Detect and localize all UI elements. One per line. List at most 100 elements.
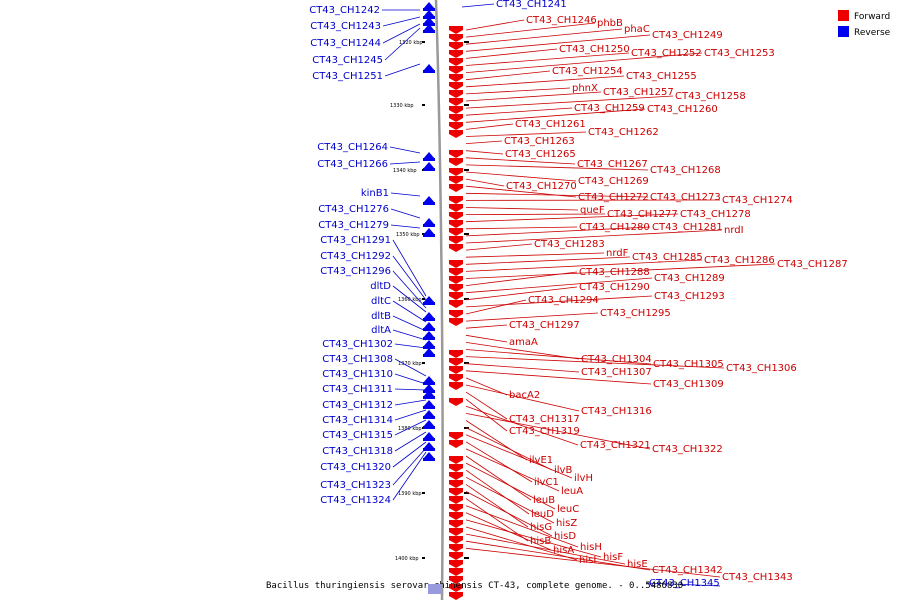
- gene-label-hish[interactable]: hisH: [580, 542, 602, 553]
- gene-label-ct43-ch1243[interactable]: CT43_CH1243: [310, 21, 381, 32]
- gene-label-ct43-ch1296[interactable]: CT43_CH1296: [320, 266, 391, 277]
- gene-label-ct43-ch1280[interactable]: CT43_CH1280: [579, 222, 650, 233]
- gene-label-hisa[interactable]: hisA: [553, 545, 574, 556]
- gene-label-ct43-ch1322[interactable]: CT43_CH1322: [652, 444, 723, 455]
- gene-label-ct43-ch1268[interactable]: CT43_CH1268: [650, 165, 721, 176]
- gene-label-ilvh[interactable]: ilvH: [574, 473, 593, 484]
- gene-label-ct43-ch1319[interactable]: CT43_CH1319: [509, 426, 580, 437]
- gene-label-ct43-ch1246[interactable]: CT43_CH1246: [526, 15, 597, 26]
- gene-label-hisd[interactable]: hisD: [554, 531, 576, 542]
- gene-label-phbb[interactable]: phbB: [597, 18, 623, 29]
- gene-label-hisz[interactable]: hisZ: [556, 518, 577, 529]
- gene-label-ct43-ch1285[interactable]: CT43_CH1285: [632, 252, 703, 263]
- gene-label-leub[interactable]: leuB: [533, 495, 555, 506]
- gene-label-ct43-ch1320[interactable]: CT43_CH1320: [320, 462, 391, 473]
- gene-label-ct43-ch1316[interactable]: CT43_CH1316: [581, 406, 652, 417]
- gene-label-ct43-ch1249[interactable]: CT43_CH1249: [652, 30, 723, 41]
- gene-label-baca2[interactable]: bacA2: [509, 390, 540, 401]
- gene-label-ct43-ch1314[interactable]: CT43_CH1314: [322, 415, 393, 426]
- gene-label-ct43-ch1324[interactable]: CT43_CH1324: [320, 495, 391, 506]
- gene-label-leud[interactable]: leuD: [531, 509, 554, 520]
- gene-label-ct43-ch1302[interactable]: CT43_CH1302: [322, 339, 393, 350]
- gene-label-ct43-ch1295[interactable]: CT43_CH1295: [600, 308, 671, 319]
- gene-label-hise[interactable]: hisE: [627, 559, 648, 570]
- gene-label-quef[interactable]: queF: [580, 205, 605, 216]
- gene-label-ct43-ch1292[interactable]: CT43_CH1292: [320, 251, 391, 262]
- gene-label-ct43-ch1317[interactable]: CT43_CH1317: [509, 414, 580, 425]
- gene-label-ct43-ch1289[interactable]: CT43_CH1289: [654, 273, 725, 284]
- gene-label-ct43-ch1294[interactable]: CT43_CH1294: [528, 295, 599, 306]
- gene-label-ct43-ch1277[interactable]: CT43_CH1277: [607, 209, 678, 220]
- gene-label-ct43-ch1283[interactable]: CT43_CH1283: [534, 239, 605, 250]
- gene-label-ct43-ch1274[interactable]: CT43_CH1274: [722, 195, 793, 206]
- gene-label-ct43-ch1290[interactable]: CT43_CH1290: [579, 282, 650, 293]
- gene-label-ct43-ch1273[interactable]: CT43_CH1273: [650, 192, 721, 203]
- gene-label-ct43-ch1265[interactable]: CT43_CH1265: [505, 149, 576, 160]
- gene-label-ct43-ch1306[interactable]: CT43_CH1306: [726, 363, 797, 374]
- gene-label-ct43-ch1318[interactable]: CT43_CH1318: [322, 446, 393, 457]
- gene-label-nrdi[interactable]: nrdI: [724, 225, 744, 236]
- gene-label-ct43-ch1343[interactable]: CT43_CH1343: [722, 572, 793, 583]
- gene-label-ct43-ch1255[interactable]: CT43_CH1255: [626, 71, 697, 82]
- gene-label-ct43-ch1323[interactable]: CT43_CH1323: [320, 480, 391, 491]
- gene-label-ct43-ch1253[interactable]: CT43_CH1253: [704, 48, 775, 59]
- gene-label-dltc[interactable]: dltC: [371, 296, 391, 307]
- gene-label-hisf[interactable]: hisF: [603, 552, 623, 563]
- gene-label-ct43-ch1269[interactable]: CT43_CH1269: [578, 176, 649, 187]
- gene-label-ct43-ch1242[interactable]: CT43_CH1242: [309, 5, 380, 16]
- gene-label-ct43-ch1263[interactable]: CT43_CH1263: [504, 136, 575, 147]
- gene-label-dltd[interactable]: dltD: [370, 281, 391, 292]
- gene-label-ct43-ch1254[interactable]: CT43_CH1254: [552, 66, 623, 77]
- gene-label-ct43-ch1288[interactable]: CT43_CH1288: [579, 267, 650, 278]
- gene-label-ct43-ch1251[interactable]: CT43_CH1251: [312, 71, 383, 82]
- gene-label-ilvc1[interactable]: ilvC1: [534, 477, 559, 488]
- gene-label-ct43-ch1281[interactable]: CT43_CH1281: [652, 222, 723, 233]
- gene-label-ct43-ch1245[interactable]: CT43_CH1245: [312, 55, 383, 66]
- gene-label-ct43-ch1241[interactable]: CT43_CH1241: [496, 0, 567, 10]
- gene-label-ct43-ch1286[interactable]: CT43_CH1286: [704, 255, 775, 266]
- gene-label-ct43-ch1258[interactable]: CT43_CH1258: [675, 91, 746, 102]
- gene-label-ct43-ch1266[interactable]: CT43_CH1266: [317, 159, 388, 170]
- gene-label-ilvb[interactable]: ilvB: [554, 465, 572, 476]
- gene-label-ct43-ch1309[interactable]: CT43_CH1309: [653, 379, 724, 390]
- gene-label-ct43-ch1244[interactable]: CT43_CH1244: [310, 38, 381, 49]
- gene-label-dltb[interactable]: dltB: [371, 311, 391, 322]
- gene-label-ilve1[interactable]: ilvE1: [529, 455, 553, 466]
- gene-label-ct43-ch1272[interactable]: CT43_CH1272: [578, 192, 649, 203]
- gene-label-ct43-ch1291[interactable]: CT43_CH1291: [320, 235, 391, 246]
- gene-label-ct43-ch1252[interactable]: CT43_CH1252: [631, 48, 702, 59]
- gene-label-ct43-ch1267[interactable]: CT43_CH1267: [577, 159, 648, 170]
- gene-label-ct43-ch1321[interactable]: CT43_CH1321: [580, 440, 651, 451]
- gene-label-ct43-ch1264[interactable]: CT43_CH1264: [317, 142, 388, 153]
- gene-label-leuc[interactable]: leuC: [557, 504, 579, 515]
- gene-label-ct43-ch1310[interactable]: CT43_CH1310: [322, 369, 393, 380]
- gene-label-hisb[interactable]: hisB: [530, 536, 551, 547]
- gene-label-amaa[interactable]: amaA: [509, 337, 538, 348]
- gene-label-ct43-ch1307[interactable]: CT43_CH1307: [581, 367, 652, 378]
- gene-label-ct43-ch1308[interactable]: CT43_CH1308: [322, 354, 393, 365]
- gene-label-ct43-ch1260[interactable]: CT43_CH1260: [647, 104, 718, 115]
- gene-label-ct43-ch1311[interactable]: CT43_CH1311: [322, 384, 393, 395]
- gene-label-ct43-ch1305[interactable]: CT43_CH1305: [653, 359, 724, 370]
- gene-label-ct43-ch1297[interactable]: CT43_CH1297: [509, 320, 580, 331]
- gene-label-leua[interactable]: leuA: [561, 486, 583, 497]
- gene-label-ct43-ch1287[interactable]: CT43_CH1287: [777, 259, 848, 270]
- gene-label-ct43-ch1293[interactable]: CT43_CH1293: [654, 291, 725, 302]
- gene-label-nrdf[interactable]: nrdF: [606, 248, 629, 259]
- gene-label-ct43-ch1250[interactable]: CT43_CH1250: [559, 44, 630, 55]
- gene-label-ct43-ch1257[interactable]: CT43_CH1257: [603, 87, 674, 98]
- gene-label-ct43-ch1345[interactable]: CT43_CH1345: [649, 578, 720, 589]
- gene-label-ct43-ch1262[interactable]: CT43_CH1262: [588, 127, 659, 138]
- gene-label-ct43-ch1261[interactable]: CT43_CH1261: [515, 119, 586, 130]
- gene-label-ct43-ch1278[interactable]: CT43_CH1278: [680, 209, 751, 220]
- gene-label-ct43-ch1270[interactable]: CT43_CH1270: [506, 181, 577, 192]
- gene-label-phnx[interactable]: phnX: [572, 83, 598, 94]
- gene-label-ct43-ch1315[interactable]: CT43_CH1315: [322, 430, 393, 441]
- gene-label-ct43-ch1259[interactable]: CT43_CH1259: [574, 103, 645, 114]
- gene-label-kinb1[interactable]: kinB1: [361, 188, 389, 199]
- gene-label-ct43-ch1312[interactable]: CT43_CH1312: [322, 400, 393, 411]
- gene-label-hisg[interactable]: hisG: [530, 522, 552, 533]
- gene-label-ct43-ch1342[interactable]: CT43_CH1342: [652, 565, 723, 576]
- gene-label-phac[interactable]: phaC: [624, 24, 650, 35]
- gene-label-ct43-ch1276[interactable]: CT43_CH1276: [318, 204, 389, 215]
